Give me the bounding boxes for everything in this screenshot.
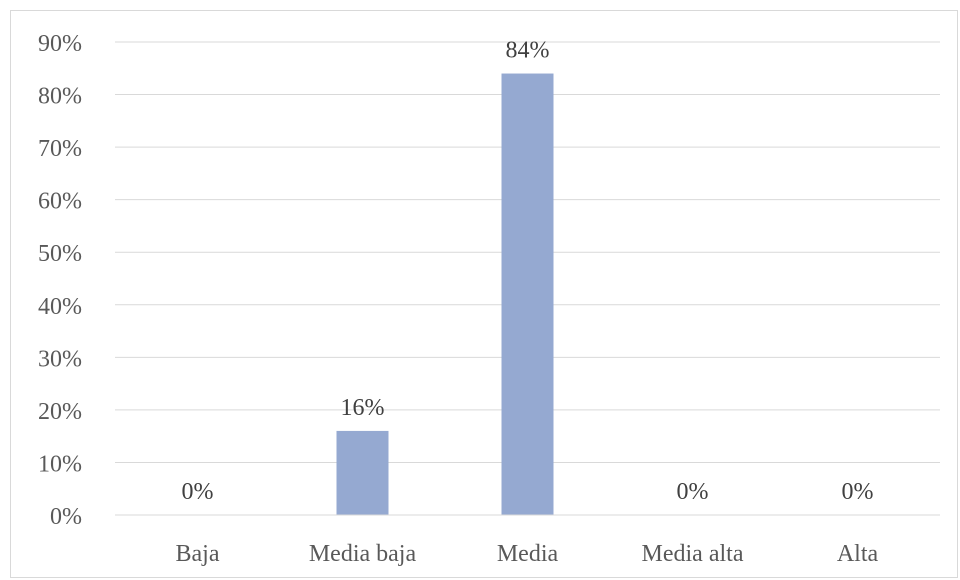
bar-media-baja [336, 430, 389, 515]
x-tick-label: Media [497, 541, 559, 567]
x-tick-label: Baja [176, 541, 220, 567]
data-labels: 0% 16% 84% 0% 0% [182, 38, 874, 505]
data-label: 0% [677, 479, 709, 505]
y-tick-label: 40% [38, 294, 82, 320]
y-tick-label: 30% [38, 346, 82, 372]
y-tick-label: 80% [38, 84, 82, 110]
data-label: 16% [341, 395, 385, 421]
data-label: 84% [506, 38, 550, 64]
x-tick-label: Alta [837, 541, 879, 567]
bar-media [501, 73, 554, 516]
x-tick-label: Media alta [642, 541, 744, 567]
y-tick-label: 20% [38, 399, 82, 425]
x-axis-tick-labels: Baja Media baja Media Media alta Alta [176, 541, 879, 567]
y-tick-label: 10% [38, 451, 82, 477]
bars [336, 73, 554, 516]
data-label: 0% [182, 479, 214, 505]
chart-frame [10, 10, 958, 578]
data-label: 0% [842, 479, 874, 505]
y-tick-label: 90% [38, 31, 82, 57]
y-axis-tick-labels: 0% 10% 20% 30% 40% 50% 60% 70% 80% 90% [38, 31, 82, 530]
y-tick-label: 0% [50, 504, 82, 530]
y-tick-label: 70% [38, 136, 82, 162]
y-tick-label: 60% [38, 189, 82, 215]
y-tick-label: 50% [38, 241, 82, 267]
x-tick-label: Media baja [309, 541, 417, 567]
